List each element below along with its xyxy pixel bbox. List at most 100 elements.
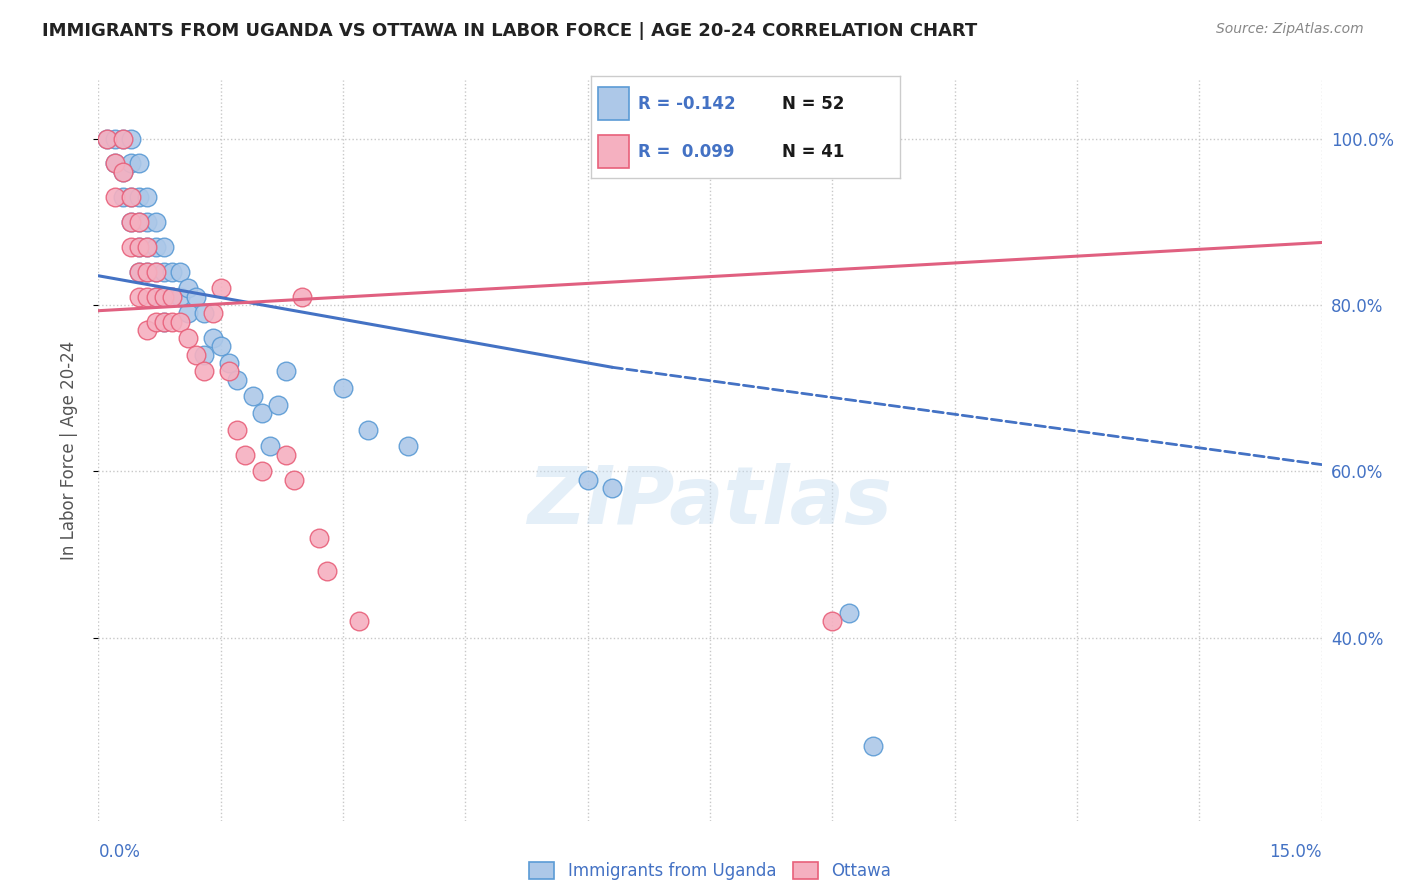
Point xyxy=(136,190,159,204)
Point xyxy=(209,339,232,353)
Point xyxy=(160,314,183,328)
Point xyxy=(259,439,281,453)
Point xyxy=(193,348,215,362)
Point xyxy=(315,564,337,578)
Point xyxy=(128,215,150,229)
Point xyxy=(169,264,191,278)
Point xyxy=(152,314,174,328)
Point xyxy=(120,240,142,254)
Point xyxy=(152,240,174,254)
Point xyxy=(120,131,142,145)
Point xyxy=(218,356,240,370)
Point xyxy=(120,215,142,229)
Point xyxy=(233,448,256,462)
Text: IMMIGRANTS FROM UGANDA VS OTTAWA IN LABOR FORCE | AGE 20-24 CORRELATION CHART: IMMIGRANTS FROM UGANDA VS OTTAWA IN LABO… xyxy=(42,22,977,40)
Point xyxy=(145,314,167,328)
Point xyxy=(308,531,330,545)
Text: 15.0%: 15.0% xyxy=(1270,843,1322,861)
Point xyxy=(396,439,419,453)
Point xyxy=(169,314,191,328)
Legend: Immigrants from Uganda, Ottawa: Immigrants from Uganda, Ottawa xyxy=(523,855,897,887)
Point xyxy=(152,264,174,278)
Point xyxy=(120,190,142,204)
Point xyxy=(177,306,200,320)
Point xyxy=(136,240,159,254)
Point xyxy=(193,364,215,378)
Point xyxy=(845,131,868,145)
Text: N = 52: N = 52 xyxy=(782,95,845,112)
Point xyxy=(250,464,273,478)
Point xyxy=(145,289,167,303)
Point xyxy=(160,264,183,278)
Point xyxy=(291,289,314,303)
Point xyxy=(128,240,150,254)
Point xyxy=(136,215,159,229)
Point xyxy=(283,473,305,487)
Point xyxy=(128,264,150,278)
Point xyxy=(145,289,167,303)
Point xyxy=(145,215,167,229)
Point xyxy=(177,331,200,345)
Point xyxy=(128,156,150,170)
Point xyxy=(104,131,127,145)
Point xyxy=(226,423,249,437)
Point xyxy=(136,264,159,278)
Point xyxy=(250,406,273,420)
Point xyxy=(862,739,884,753)
Point xyxy=(120,215,142,229)
Point xyxy=(145,264,167,278)
Point xyxy=(111,131,134,145)
Point xyxy=(201,306,224,320)
Point xyxy=(226,373,249,387)
Point xyxy=(193,306,215,320)
Text: Source: ZipAtlas.com: Source: ZipAtlas.com xyxy=(1216,22,1364,37)
Point xyxy=(120,190,142,204)
Bar xyxy=(599,87,630,120)
Point xyxy=(821,614,844,628)
Point xyxy=(111,165,134,179)
Point xyxy=(186,348,208,362)
Point xyxy=(356,423,378,437)
Point xyxy=(104,156,127,170)
Text: ZIPatlas: ZIPatlas xyxy=(527,463,893,541)
Point xyxy=(152,289,174,303)
Bar xyxy=(599,136,630,168)
Point xyxy=(128,190,150,204)
Point xyxy=(136,289,159,303)
Point xyxy=(136,240,159,254)
Text: R =  0.099: R = 0.099 xyxy=(638,143,735,161)
Point xyxy=(96,131,118,145)
Text: R = -0.142: R = -0.142 xyxy=(638,95,737,112)
Point xyxy=(152,314,174,328)
Text: 0.0%: 0.0% xyxy=(98,843,141,861)
Point xyxy=(177,281,200,295)
Point xyxy=(128,264,150,278)
Point xyxy=(104,190,127,204)
Y-axis label: In Labor Force | Age 20-24: In Labor Force | Age 20-24 xyxy=(59,341,77,560)
Point xyxy=(111,165,134,179)
Point xyxy=(136,264,159,278)
Point xyxy=(332,381,354,395)
Point xyxy=(111,131,134,145)
Point xyxy=(242,389,264,403)
Point xyxy=(120,156,142,170)
Point xyxy=(218,364,240,378)
Point xyxy=(838,606,860,620)
Point xyxy=(136,323,159,337)
Point xyxy=(186,289,208,303)
Point xyxy=(96,131,118,145)
Point xyxy=(600,481,623,495)
Point xyxy=(104,156,127,170)
Point xyxy=(145,240,167,254)
Point xyxy=(209,281,232,295)
Point xyxy=(274,364,297,378)
Point xyxy=(267,398,290,412)
Point xyxy=(160,289,183,303)
Point xyxy=(111,190,134,204)
Point xyxy=(201,331,224,345)
Point xyxy=(349,614,371,628)
Point xyxy=(128,289,150,303)
Point xyxy=(274,448,297,462)
Point xyxy=(160,289,183,303)
Point xyxy=(145,264,167,278)
